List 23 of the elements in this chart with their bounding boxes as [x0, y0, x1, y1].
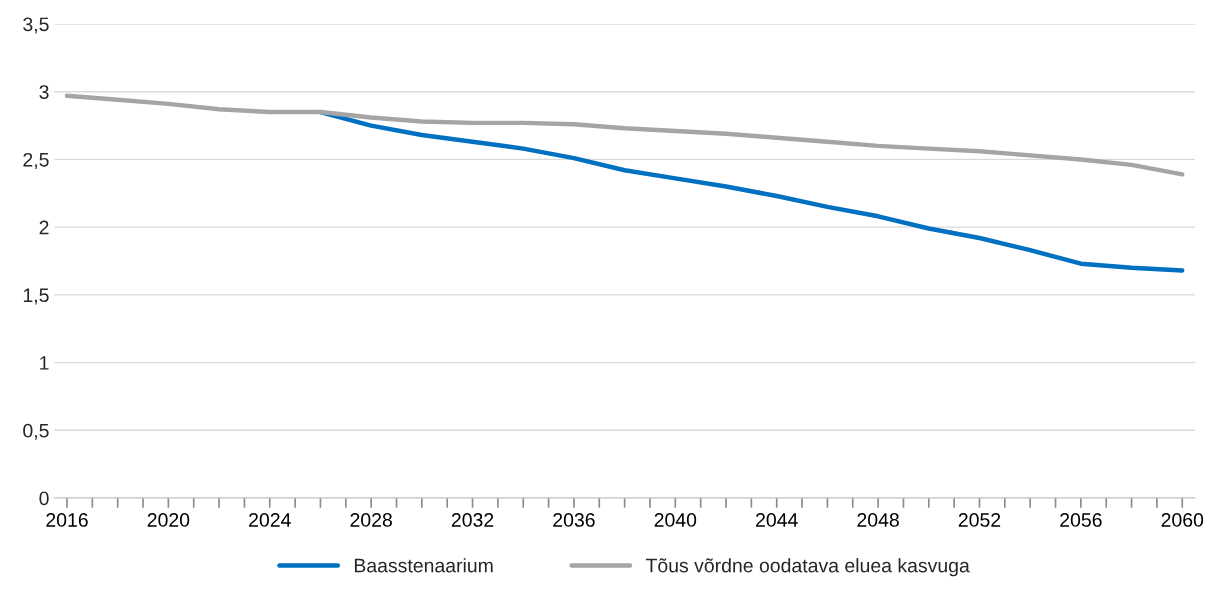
- y-tick-label: 3: [39, 85, 49, 99]
- x-tick-label: 2052: [958, 513, 1001, 527]
- line-series: [64, 93, 1185, 177]
- y-tick-label: 0: [39, 491, 49, 506]
- x-tick-label: 2016: [46, 513, 88, 527]
- y-tick-label: 3,5: [23, 17, 49, 34]
- y-tick-label: 1,5: [23, 288, 49, 305]
- y-tick-label: 0,5: [23, 423, 49, 440]
- legend-label: Tõus võrdne oodatava eluea kasvuga: [645, 558, 970, 577]
- x-tick-label: 2044: [756, 513, 798, 527]
- x-tick-label: 2040: [654, 513, 697, 527]
- x-tick-label: 2056: [1060, 513, 1102, 527]
- x-tick-label: 2036: [553, 513, 595, 527]
- x-tick-label: 2048: [857, 513, 899, 527]
- legend-label: Baasstenaarium: [354, 558, 493, 573]
- y-tick-label: 2,5: [23, 152, 49, 169]
- x-tick-label: 2060: [1161, 513, 1204, 527]
- x-tick-label: 2032: [451, 513, 494, 527]
- x-tick-label: 2024: [249, 513, 291, 527]
- y-tick-label: 2: [39, 220, 49, 235]
- y-tick-label: 1: [40, 356, 49, 370]
- x-tick-label: 2020: [147, 513, 190, 527]
- x-tick-label: 2028: [350, 513, 392, 527]
